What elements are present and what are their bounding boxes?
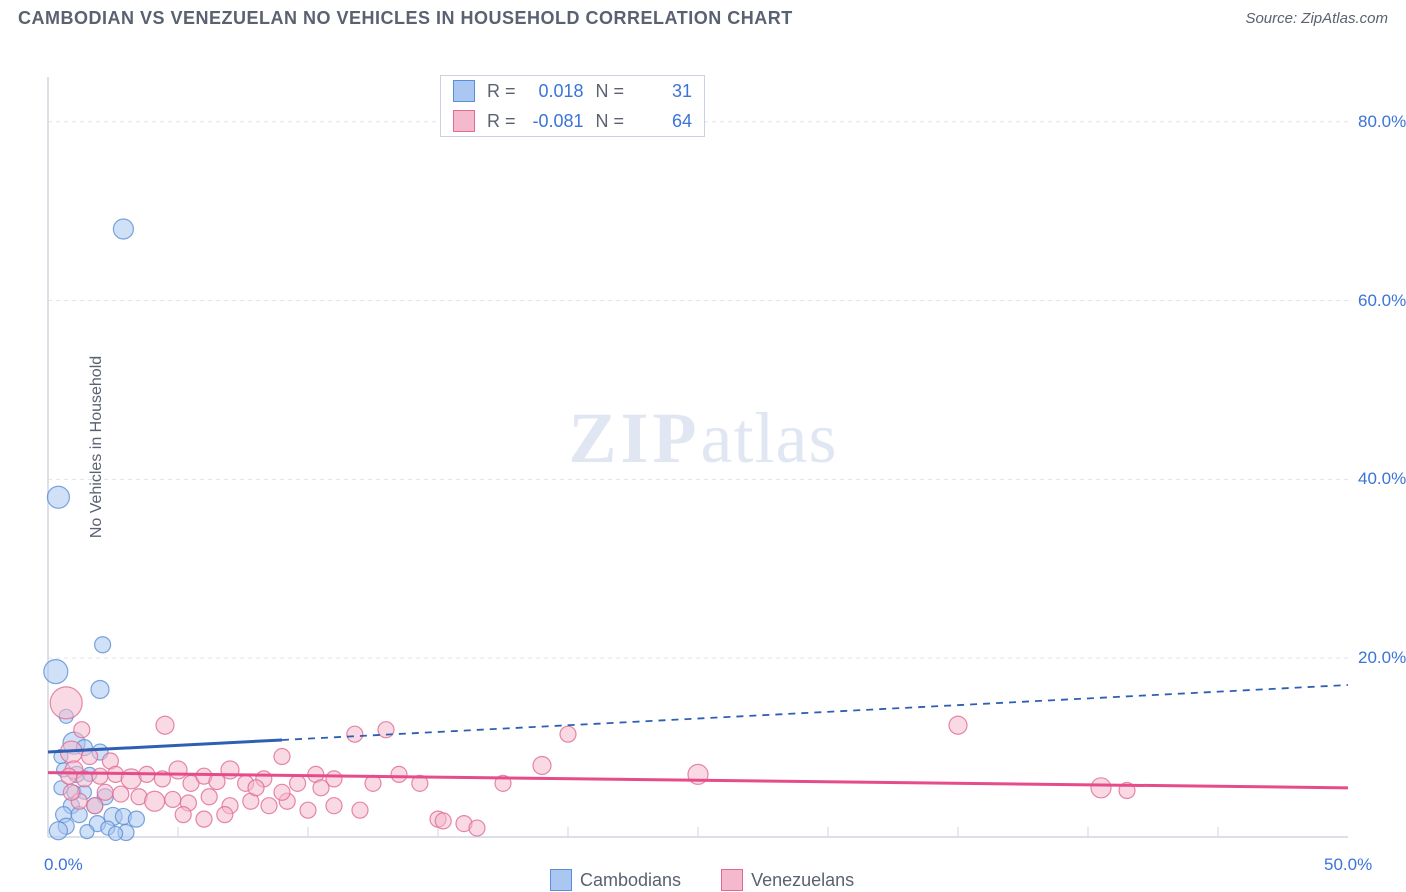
legend-label: Venezuelans xyxy=(751,870,854,891)
chart-header: CAMBODIAN VS VENEZUELAN NO VEHICLES IN H… xyxy=(0,0,1406,37)
x-tick-label: 0.0% xyxy=(44,855,83,875)
legend-item: Venezuelans xyxy=(721,869,854,891)
stat-n-label: N = xyxy=(596,111,625,132)
stat-row: R = 0.018 N = 31 xyxy=(441,76,704,106)
legend-swatch xyxy=(550,869,572,891)
stat-swatch xyxy=(453,110,475,132)
y-tick-label: 40.0% xyxy=(1358,469,1406,489)
y-tick-label: 80.0% xyxy=(1358,112,1406,132)
stat-n-val: 64 xyxy=(636,111,692,132)
chart-title: CAMBODIAN VS VENEZUELAN NO VEHICLES IN H… xyxy=(18,8,793,29)
x-tick-label: 50.0% xyxy=(1324,855,1372,875)
stat-n-label: N = xyxy=(596,81,625,102)
correlation-stat-box: R = 0.018 N = 31 R = -0.081 N = 64 xyxy=(440,75,705,137)
stat-swatch xyxy=(453,80,475,102)
stat-r-val: -0.081 xyxy=(528,111,584,132)
stat-r-label: R = xyxy=(487,81,516,102)
y-tick-label: 60.0% xyxy=(1358,291,1406,311)
scatter-plot-svg xyxy=(0,37,1406,887)
legend-swatch xyxy=(721,869,743,891)
series-legend: Cambodians Venezuelans xyxy=(550,869,854,891)
legend-label: Cambodians xyxy=(580,870,681,891)
stat-row: R = -0.081 N = 64 xyxy=(441,106,704,136)
chart-area: No Vehicles in Household ZIPatlas R =0.0… xyxy=(0,37,1406,857)
y-tick-label: 20.0% xyxy=(1358,648,1406,668)
stat-n-val: 31 xyxy=(636,81,692,102)
stat-r-val: 0.018 xyxy=(528,81,584,102)
y-axis-label: No Vehicles in Household xyxy=(88,356,106,538)
stat-r-label: R = xyxy=(487,111,516,132)
chart-source: Source: ZipAtlas.com xyxy=(1245,10,1388,27)
legend-item: Cambodians xyxy=(550,869,681,891)
